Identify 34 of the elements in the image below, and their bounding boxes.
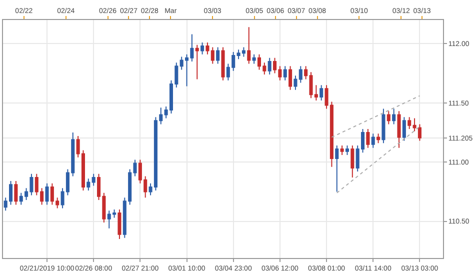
candlestick: [392, 108, 396, 125]
candlestick: [386, 110, 390, 125]
candlestick: [412, 118, 416, 132]
candlestick: [252, 54, 256, 64]
candlestick: [283, 66, 287, 81]
candlestick: [247, 26, 251, 64]
candlestick: [221, 46, 225, 81]
candlestick: [14, 180, 18, 206]
candlestick: [366, 128, 370, 148]
candlestick: [320, 84, 324, 102]
candlestick: [298, 66, 302, 84]
candlestick: [397, 110, 401, 148]
candlestick: [345, 145, 349, 156]
candlestick: [402, 116, 406, 142]
candlestick: [268, 57, 272, 75]
candlestick: [216, 46, 220, 64]
candlestick: [86, 178, 90, 192]
candlestick: [382, 108, 386, 144]
candlestick: [206, 42, 210, 55]
candlestick: [408, 116, 412, 130]
candlestick: [376, 133, 380, 144]
candlestick: [200, 42, 204, 55]
candlestick: [288, 66, 292, 90]
candlestick: [418, 124, 422, 142]
candlestick: [195, 44, 199, 80]
candlestick: [335, 145, 339, 192]
candlestick: [294, 75, 298, 90]
candlestick: [45, 182, 49, 206]
candlestick: [118, 208, 122, 240]
candlestick: [92, 173, 96, 186]
candlestick: [340, 145, 344, 156]
candlestick: [210, 46, 214, 64]
candlestick: [371, 133, 375, 148]
candlestick: [350, 145, 354, 178]
